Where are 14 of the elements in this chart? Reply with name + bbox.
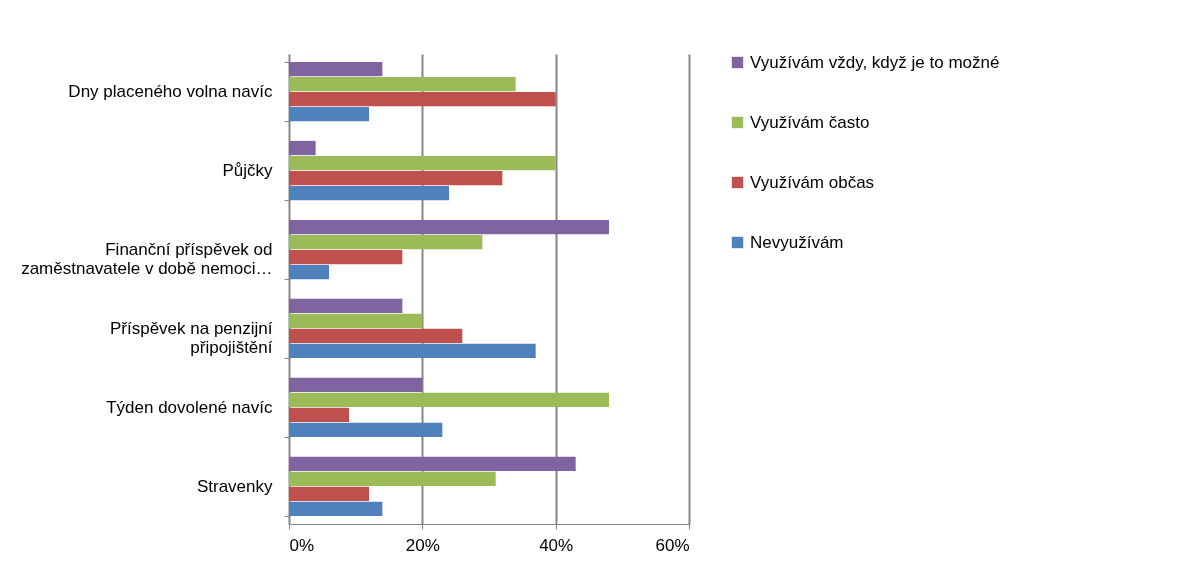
y-tick-label: Finanční příspěvek od zaměstnavatele v době nemoci…	[21, 240, 273, 278]
x-tick-label: 40%	[539, 535, 574, 555]
legend-label: Využívám občas	[750, 172, 875, 192]
legend-label: Nevyužívám	[750, 232, 844, 252]
x-tick-label: 20%	[405, 535, 440, 555]
x-tick-label: 60%	[655, 535, 690, 555]
y-tick-label: Příspěvek na penzijní připojištění	[109, 319, 273, 357]
y-tick-label: Dny placeného volna navíc	[68, 82, 273, 102]
x-tick-label: 0%	[289, 535, 315, 555]
legend-label: Využívám často	[750, 112, 870, 132]
y-tick-label: Půjčky	[222, 161, 273, 181]
legend-label: Využívám vždy, když je to možné	[750, 52, 1000, 72]
y-tick-label: Týden dovolené navíc	[106, 397, 273, 417]
y-tick-label: Stravenky	[196, 476, 273, 496]
